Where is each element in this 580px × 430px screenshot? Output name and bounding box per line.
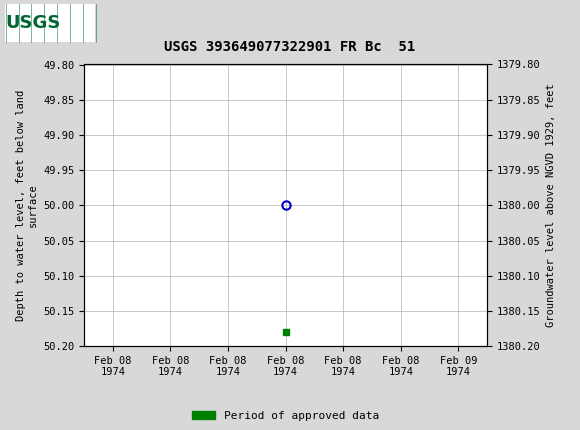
Bar	[5, 3, 95, 42]
Legend: Period of approved data: Period of approved data	[188, 406, 383, 425]
Text: USGS 393649077322901 FR Bc  51: USGS 393649077322901 FR Bc 51	[164, 40, 416, 54]
Y-axis label: Groundwater level above NGVD 1929, feet: Groundwater level above NGVD 1929, feet	[546, 83, 556, 327]
Text: USGS: USGS	[6, 14, 61, 31]
Y-axis label: Depth to water level, feet below land
surface: Depth to water level, feet below land su…	[16, 90, 38, 321]
